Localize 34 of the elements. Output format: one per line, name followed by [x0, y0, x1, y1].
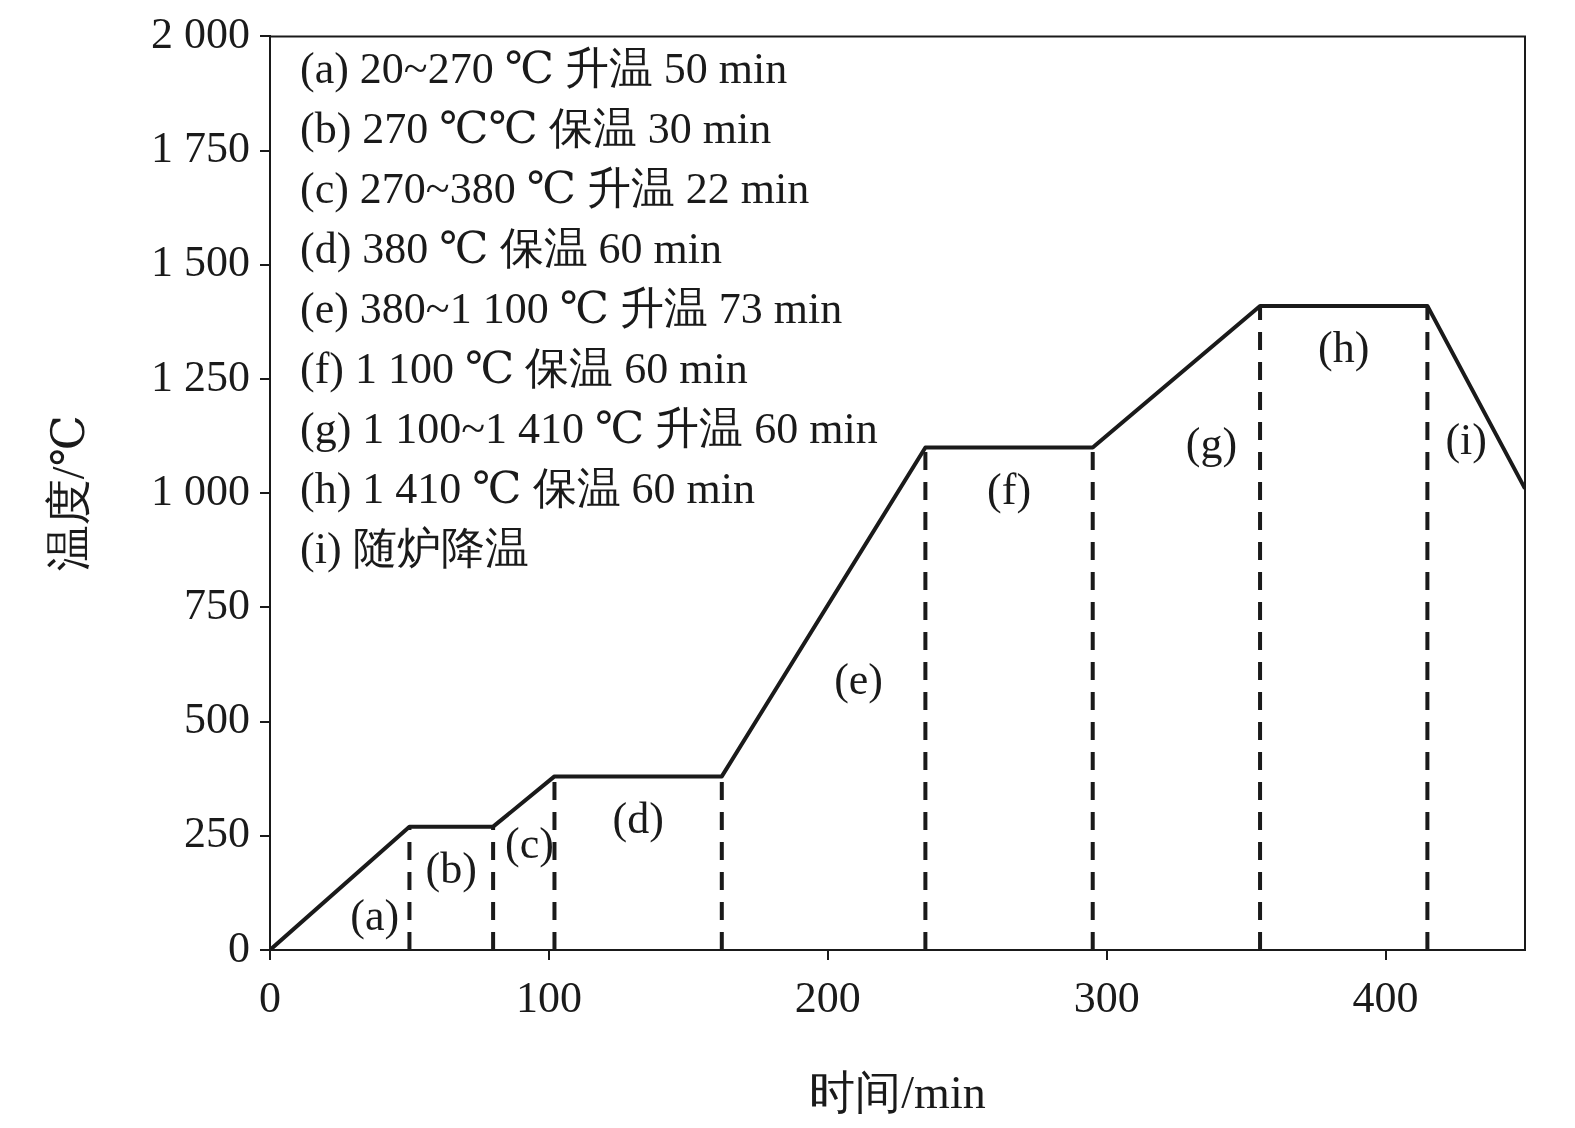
- y-axis-title: 温度/℃: [42, 415, 94, 572]
- annotation: (f): [987, 465, 1032, 515]
- y-tick-label: 500: [184, 694, 250, 744]
- annotation: (c): [505, 819, 554, 869]
- x-tick-label: 0: [259, 972, 281, 1022]
- annotation: (g) 1 100~1 410 ℃ 升温 60 min: [300, 403, 878, 453]
- annotation: (a): [350, 890, 400, 940]
- annotation: (i): [1445, 414, 1487, 464]
- annotation: (b): [425, 844, 477, 894]
- y-tick-label: 1 250: [151, 351, 250, 401]
- x-axis-title: 时间/min: [809, 1067, 986, 1119]
- y-tick-label: 1 000: [151, 465, 250, 515]
- x-tick-label: 300: [1073, 972, 1140, 1022]
- y-tick-label: 1 500: [151, 237, 250, 287]
- x-tick-label: 400: [1352, 972, 1419, 1022]
- annotation: (d) 380 ℃ 保温 60 min: [300, 223, 722, 273]
- y-tick-label: 0: [228, 922, 250, 972]
- annotation: (g): [1185, 419, 1238, 469]
- x-tick-label: 200: [794, 972, 861, 1022]
- annotation: (f) 1 100 ℃ 保温 60 min: [300, 343, 748, 393]
- annotation: (i) 随炉降温: [300, 523, 529, 573]
- annotation: (a) 20~270 ℃ 升温 50 min: [300, 43, 788, 93]
- annotation: (e) 380~1 100 ℃ 升温 73 min: [300, 283, 843, 333]
- annotation: (e): [834, 654, 884, 704]
- y-tick-label: 250: [184, 808, 250, 858]
- annotation: (h) 1 410 ℃ 保温 60 min: [300, 463, 755, 513]
- y-tick-label: 1 750: [151, 123, 250, 173]
- annotation: (b) 270 ℃℃ 保温 30 min: [300, 103, 772, 153]
- y-tick-label: 2 000: [151, 8, 250, 58]
- x-tick-label: 100: [515, 972, 582, 1022]
- annotation: (c) 270~380 ℃ 升温 22 min: [300, 163, 810, 213]
- annotation: (h): [1318, 323, 1370, 373]
- annotation: (d): [612, 793, 664, 843]
- y-tick-label: 750: [184, 579, 250, 629]
